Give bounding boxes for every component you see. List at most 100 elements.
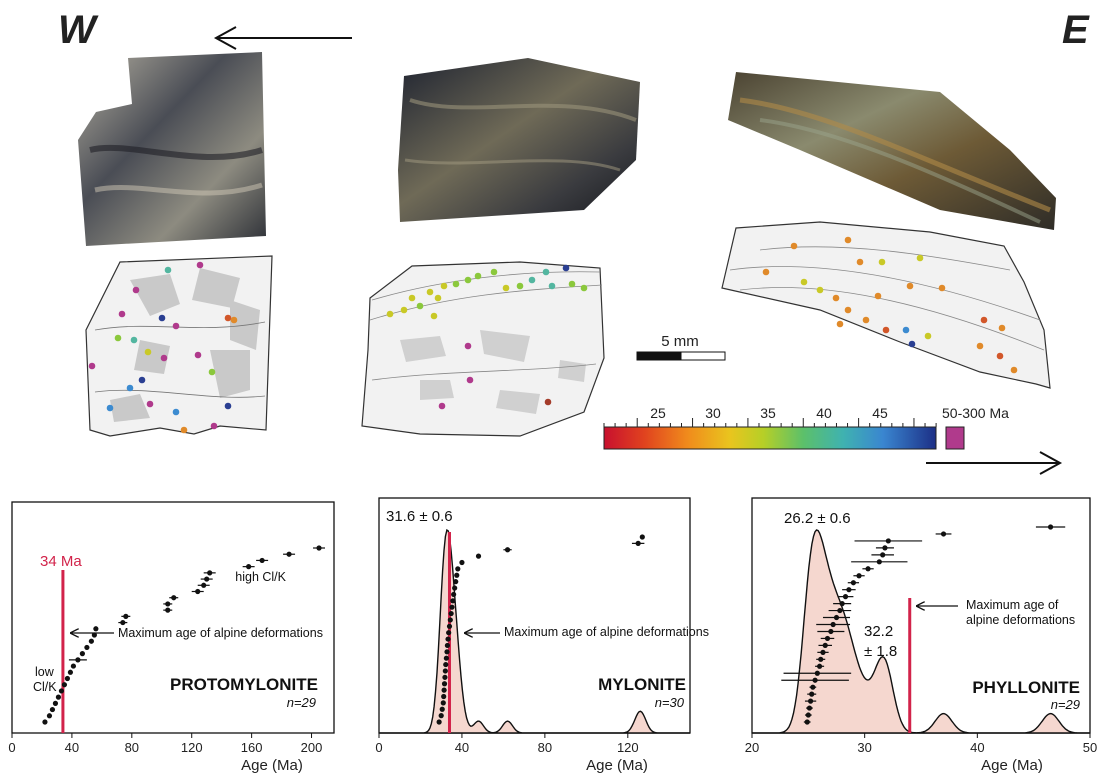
data-point bbox=[818, 656, 824, 662]
age-dot bbox=[416, 302, 424, 310]
data-point bbox=[450, 598, 456, 604]
age-dot bbox=[196, 261, 204, 269]
data-point bbox=[940, 531, 947, 537]
data-point bbox=[842, 594, 849, 600]
age-dot bbox=[208, 368, 216, 376]
data-point bbox=[822, 642, 828, 648]
density-curve bbox=[379, 528, 690, 734]
high-clk-label: high Cl/K bbox=[235, 570, 286, 584]
peak-label: 31.6 ± 0.6 bbox=[386, 508, 453, 525]
scale-bar: 5 mm bbox=[636, 333, 726, 361]
colorbar-tick: 35 bbox=[760, 405, 776, 421]
data-point bbox=[171, 595, 177, 601]
data-point bbox=[635, 540, 641, 546]
data-point bbox=[246, 564, 252, 570]
east-arrow bbox=[926, 451, 1063, 475]
x-tick-label: 200 bbox=[301, 740, 323, 755]
x-tick-label: 120 bbox=[617, 740, 639, 755]
data-point bbox=[856, 573, 862, 579]
age-dot bbox=[114, 334, 122, 342]
data-point bbox=[52, 700, 59, 706]
data-point bbox=[446, 623, 453, 629]
age-dot bbox=[790, 242, 798, 250]
x-tick-label: 80 bbox=[125, 740, 139, 755]
age-dot bbox=[224, 402, 232, 410]
panel-n: n=30 bbox=[655, 695, 685, 710]
data-point bbox=[454, 572, 460, 578]
x-tick-label: 0 bbox=[8, 740, 15, 755]
data-point bbox=[839, 601, 845, 607]
colorbar-extra-label: 50-300 Ma bbox=[942, 405, 1009, 421]
density-curve bbox=[752, 529, 1090, 734]
data-point bbox=[639, 534, 645, 540]
age-dot bbox=[516, 282, 524, 290]
data-point bbox=[882, 545, 888, 551]
phyllonite-photo bbox=[728, 72, 1056, 230]
age-dot bbox=[180, 426, 188, 434]
age-dot bbox=[878, 258, 886, 266]
age-dot bbox=[466, 376, 474, 384]
data-point bbox=[814, 670, 820, 676]
age-dot bbox=[1010, 366, 1018, 374]
data-point bbox=[445, 636, 451, 642]
scale-bar-label: 5 mm bbox=[661, 333, 699, 350]
age-dot bbox=[194, 351, 202, 359]
data-point bbox=[58, 688, 65, 694]
age-dot bbox=[836, 320, 844, 328]
x-tick-label: 30 bbox=[857, 740, 871, 755]
data-point bbox=[817, 663, 823, 669]
age-dot bbox=[542, 268, 550, 276]
age-dot bbox=[816, 286, 824, 294]
data-point bbox=[436, 719, 442, 725]
data-point bbox=[880, 552, 886, 558]
data-point bbox=[88, 638, 94, 644]
data-point bbox=[837, 607, 843, 614]
phyllonite-drawing bbox=[721, 221, 1051, 389]
age-dot bbox=[568, 280, 576, 288]
age-dot bbox=[126, 384, 134, 392]
mylonite-panel: 31.6 ± 0.6 Maximum age of alpine deforma… bbox=[375, 497, 709, 774]
ref-line-label: 34 Ma bbox=[40, 553, 82, 570]
age-dot bbox=[800, 278, 808, 286]
data-point bbox=[195, 588, 201, 595]
peak-label: 26.2 ± 0.6 bbox=[784, 510, 851, 527]
data-point bbox=[459, 559, 465, 566]
data-point bbox=[444, 642, 451, 649]
age-dot bbox=[438, 402, 446, 410]
x-tick-label: 40 bbox=[65, 740, 79, 755]
age-dot bbox=[856, 258, 864, 266]
age-dot bbox=[862, 316, 870, 324]
age-dot bbox=[426, 288, 434, 296]
data-point bbox=[1047, 524, 1054, 530]
age-dot bbox=[474, 272, 482, 280]
age-dot bbox=[490, 268, 498, 276]
data-point bbox=[448, 610, 454, 617]
age-dot bbox=[844, 306, 852, 314]
age-dot bbox=[452, 280, 460, 288]
west-label: W bbox=[58, 8, 99, 52]
age-dot bbox=[528, 276, 536, 284]
age-dot bbox=[938, 284, 946, 292]
age-dot bbox=[902, 326, 910, 334]
data-point bbox=[804, 719, 810, 725]
age-dot bbox=[916, 254, 924, 262]
x-axis-label: Age (Ma) bbox=[981, 757, 1043, 774]
data-point bbox=[504, 547, 511, 553]
mylonite-drawing bbox=[361, 261, 605, 437]
panel-title: MYLONITE bbox=[598, 675, 686, 694]
age-dot bbox=[874, 292, 882, 300]
data-point bbox=[828, 628, 834, 635]
age-dot bbox=[980, 316, 988, 324]
age-dot bbox=[430, 312, 438, 320]
data-point bbox=[809, 691, 815, 697]
data-point bbox=[812, 677, 818, 683]
colorbar-tick: 40 bbox=[816, 405, 832, 421]
data-point bbox=[806, 705, 813, 711]
age-dot bbox=[386, 310, 394, 318]
data-point bbox=[61, 682, 68, 688]
panel-n: n=29 bbox=[1051, 697, 1080, 712]
data-point bbox=[441, 687, 447, 693]
age-dot bbox=[400, 306, 408, 314]
data-point bbox=[455, 566, 461, 572]
colorbar-tick: 45 bbox=[872, 405, 888, 421]
